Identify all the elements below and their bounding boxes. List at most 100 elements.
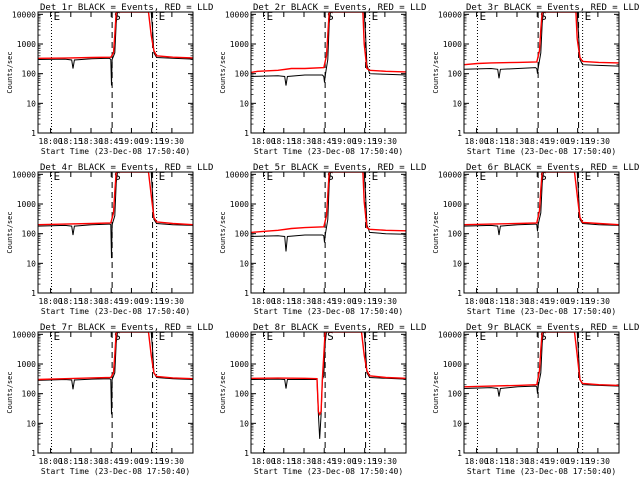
- x-axis-label: Start Time (23-Dec-08 17:50:40): [41, 467, 190, 476]
- panel-title: Det 8r BLACK = Events, RED = LLD: [253, 323, 426, 333]
- x-tick-label: 19:00: [545, 457, 569, 466]
- marker-label: S: [327, 330, 334, 343]
- panel-title: Det 4r BLACK = Events, RED = LLD: [40, 163, 213, 173]
- y-tick-label: 10: [452, 99, 462, 108]
- x-tick-label: 19:30: [586, 137, 610, 146]
- lld-series-line: [38, 332, 193, 381]
- y-axis-label: Counts/sec: [432, 371, 440, 413]
- x-tick-label: 18:00: [465, 297, 489, 306]
- x-tick-label: 18:00: [465, 137, 489, 146]
- y-tick-label: 1000: [17, 200, 36, 209]
- marker-label: E: [372, 330, 379, 343]
- x-tick-label: 19:00: [119, 137, 143, 146]
- panel-4: Det 4r BLACK = Events, RED = LLD 1 10 100 10…: [6, 163, 213, 316]
- y-axis-label: Counts/sec: [6, 371, 14, 413]
- x-tick-label: 19:15: [566, 297, 590, 306]
- y-axis-label: Counts/sec: [432, 211, 440, 253]
- lld-series-line: [38, 12, 193, 59]
- plot-frame: [37, 171, 194, 294]
- y-tick-label: 1000: [17, 40, 36, 49]
- marker-label: E: [585, 10, 592, 23]
- lld-series-line: [251, 12, 406, 74]
- events-series-line: [38, 12, 193, 86]
- y-tick-label: 10000: [438, 170, 462, 179]
- y-tick-label: 100: [235, 230, 250, 239]
- marker-label: E: [585, 330, 592, 343]
- y-tick-label: 10000: [438, 10, 462, 19]
- x-tick-label: 18:15: [485, 457, 509, 466]
- y-axis-label: Counts/sec: [219, 51, 227, 93]
- lld-series-line: [251, 172, 406, 234]
- panel-title: Det 2r BLACK = Events, RED = LLD: [253, 3, 426, 13]
- plot-frame: [250, 331, 407, 454]
- marker-label: E: [159, 330, 166, 343]
- x-axis-label: Start Time (23-Dec-08 17:50:40): [467, 147, 616, 156]
- x-tick-label: 18:45: [99, 457, 123, 466]
- marker-label: E: [266, 170, 273, 183]
- x-tick-label: 19:15: [353, 457, 377, 466]
- x-tick-label: 19:15: [140, 297, 164, 306]
- x-tick-label: 19:15: [353, 137, 377, 146]
- x-tick-label: 18:00: [252, 457, 276, 466]
- y-tick-label: 1000: [230, 360, 249, 369]
- y-axis-label: Counts/sec: [432, 51, 440, 93]
- x-tick-label: 18:45: [312, 297, 336, 306]
- y-tick-label: 100: [448, 230, 463, 239]
- x-tick-label: 18:30: [505, 297, 529, 306]
- x-tick-label: 18:15: [272, 457, 296, 466]
- panel-title: Det 7r BLACK = Events, RED = LLD: [40, 323, 213, 333]
- x-axis-label: Start Time (23-Dec-08 17:50:40): [467, 467, 616, 476]
- x-tick-label: 18:15: [59, 457, 83, 466]
- y-tick-label: 1: [457, 129, 462, 138]
- y-tick-label: 1000: [443, 200, 462, 209]
- y-tick-label: 1000: [443, 40, 462, 49]
- x-tick-label: 18:15: [59, 137, 83, 146]
- x-tick-label: 19:00: [332, 457, 356, 466]
- x-tick-label: 19:00: [545, 137, 569, 146]
- y-tick-label: 1: [31, 289, 36, 298]
- y-tick-label: 100: [22, 390, 37, 399]
- x-tick-label: 19:30: [160, 457, 184, 466]
- lld-series-line: [464, 172, 619, 226]
- x-tick-label: 19:00: [119, 457, 143, 466]
- y-tick-label: 1000: [17, 360, 36, 369]
- y-tick-label: 1: [457, 289, 462, 298]
- marker-label: E: [479, 10, 486, 23]
- y-tick-label: 10: [239, 259, 249, 268]
- x-tick-label: 18:30: [292, 457, 316, 466]
- plot-frame: [37, 331, 194, 454]
- x-tick-label: 18:30: [505, 457, 529, 466]
- x-tick-label: 18:30: [79, 457, 103, 466]
- y-tick-label: 10000: [225, 170, 249, 179]
- x-tick-label: 19:30: [586, 457, 610, 466]
- x-tick-label: 19:15: [566, 457, 590, 466]
- x-tick-label: 19:30: [373, 457, 397, 466]
- x-tick-label: 18:15: [485, 297, 509, 306]
- panel-title: Det 1r BLACK = Events, RED = LLD: [40, 3, 213, 13]
- x-tick-label: 18:15: [272, 297, 296, 306]
- lld-series-line: [251, 332, 406, 417]
- marker-label: E: [266, 10, 273, 23]
- y-tick-label: 1: [244, 129, 249, 138]
- lld-series-line: [464, 12, 619, 66]
- panel-7: Det 7r BLACK = Events, RED = LLD 1 10 100 10…: [6, 323, 213, 476]
- x-tick-label: 18:15: [59, 297, 83, 306]
- x-tick-label: 18:45: [525, 457, 549, 466]
- x-tick-label: 19:00: [119, 297, 143, 306]
- y-tick-label: 10: [239, 419, 249, 428]
- plot-frame: [463, 331, 620, 454]
- panel-title: Det 5r BLACK = Events, RED = LLD: [253, 163, 426, 173]
- x-tick-label: 18:15: [485, 137, 509, 146]
- marker-label: E: [585, 170, 592, 183]
- x-tick-label: 18:45: [525, 297, 549, 306]
- y-tick-label: 100: [448, 70, 463, 79]
- marker-label: E: [159, 170, 166, 183]
- y-axis-label: Counts/sec: [6, 211, 14, 253]
- y-tick-label: 100: [235, 390, 250, 399]
- x-tick-label: 18:30: [79, 297, 103, 306]
- x-tick-label: 19:15: [353, 297, 377, 306]
- y-axis-label: Counts/sec: [219, 211, 227, 253]
- x-axis-label: Start Time (23-Dec-08 17:50:40): [254, 467, 403, 476]
- y-tick-label: 10000: [12, 170, 36, 179]
